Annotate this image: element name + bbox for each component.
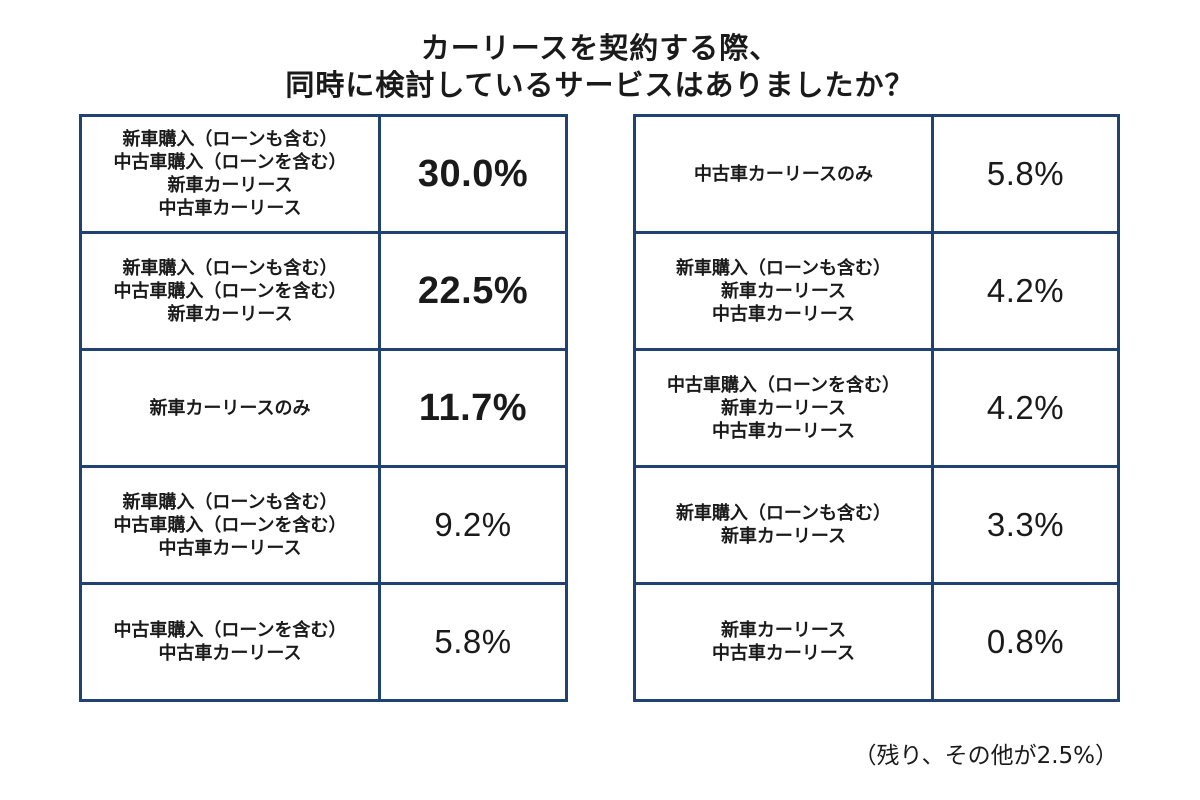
title-line-1: カーリースを契約する際、 <box>420 31 780 65</box>
table-row: 新車購入（ローンも含む） 中古車購入（ローンを含む） 新車カーリース 22.5% <box>79 231 568 351</box>
service-item: 新車購入（ローンも含む） <box>675 503 892 524</box>
percentage-value: 22.5% <box>378 231 568 351</box>
percentage-value: 5.8% <box>378 582 568 702</box>
table-row: 新車購入（ローンも含む） 新車カーリース 3.3% <box>633 465 1120 585</box>
table-row: 中古車購入（ローンを含む） 新車カーリース 中古車カーリース 4.2% <box>633 348 1120 468</box>
combination-label: 中古車カーリースのみ <box>633 114 934 234</box>
combination-label: 中古車購入（ローンを含む） 新車カーリース 中古車カーリース <box>633 348 934 468</box>
service-item: 新車カーリース <box>720 526 847 547</box>
percentage-value: 4.2% <box>931 348 1120 468</box>
service-item: 新車購入（ローンも含む） <box>122 129 338 150</box>
table-row: 新車カーリースのみ 11.7% <box>79 348 568 468</box>
service-item: 中古車カーリース <box>158 198 302 219</box>
service-item: 中古車カーリース <box>711 303 856 325</box>
percentage-value: 3.3% <box>931 465 1120 585</box>
footnote-other: （残り、その他が2.5%） <box>853 743 1118 769</box>
table-row: 新車購入（ローンも含む） 中古車購入（ローンを含む） 中古車カーリース 9.2% <box>79 465 568 585</box>
percentage-value: 11.7% <box>378 348 568 468</box>
combination-label: 中古車購入（ローンを含む） 中古車カーリース <box>79 582 381 702</box>
service-item: 中古車購入（ローンを含む） <box>113 280 347 302</box>
table-row: 中古車カーリースのみ 5.8% <box>633 114 1120 234</box>
title-line-2: 同時に検討しているサービスはありましたか？ <box>285 68 915 102</box>
combination-label: 新車購入（ローンも含む） 新車カーリース 中古車カーリース <box>633 231 934 351</box>
service-item: 中古車カーリースのみ <box>693 163 874 185</box>
left-table-body: 新車購入（ローンも含む） 中古車購入（ローンを含む） 新車カーリース 中古車カーリース… <box>79 114 568 702</box>
percentage-value: 0.8% <box>931 582 1120 702</box>
service-item: 新車カーリースのみ <box>149 397 311 419</box>
combination-label: 新車カーリース 中古車カーリース <box>633 582 934 702</box>
combination-label: 新車購入（ローンも含む） 新車カーリース <box>633 465 934 585</box>
table-row: 新車カーリース 中古車カーリース 0.8% <box>633 582 1120 702</box>
service-item: 新車カーリース <box>720 280 847 302</box>
right-results-table: 中古車カーリースのみ 5.8% 新車購入（ローンも含む） 新車カーリース 中古車カーリー… <box>633 114 1120 702</box>
service-item: 中古車カーリース <box>711 420 856 442</box>
chart-title: カーリースを契約する際、 同時に検討しているサービスはありましたか？ <box>0 30 1200 104</box>
service-item: 新車カーリース <box>720 397 847 419</box>
service-item: 新車購入（ローンも含む） <box>122 491 338 513</box>
service-item: 新車カーリース <box>720 620 847 641</box>
service-item: 中古車カーリース <box>158 537 302 559</box>
service-item: 新車カーリース <box>167 303 293 325</box>
combination-label: 新車カーリースのみ <box>79 348 381 468</box>
table-row: 新車購入（ローンも含む） 新車カーリース 中古車カーリース 4.2% <box>633 231 1120 351</box>
combination-label: 新車購入（ローンも含む） 中古車購入（ローンを含む） 新車カーリース <box>79 231 381 351</box>
service-item: 中古車購入（ローンを含む） <box>113 514 347 536</box>
combination-label: 新車購入（ローンも含む） 中古車購入（ローンを含む） 新車カーリース 中古車カーリース <box>79 114 381 234</box>
service-item: 中古車購入（ローンを含む） <box>113 152 347 173</box>
percentage-value: 5.8% <box>931 114 1120 234</box>
service-item: 中古車カーリース <box>158 643 302 664</box>
service-item: 中古車カーリース <box>711 643 856 664</box>
table-row: 新車購入（ローンも含む） 中古車購入（ローンを含む） 新車カーリース 中古車カーリース… <box>79 114 568 234</box>
service-item: 中古車購入（ローンを含む） <box>113 620 347 641</box>
right-table-body: 中古車カーリースのみ 5.8% 新車購入（ローンも含む） 新車カーリース 中古車カーリー… <box>633 114 1120 702</box>
percentage-value: 30.0% <box>378 114 568 234</box>
left-results-table: 新車購入（ローンも含む） 中古車購入（ローンを含む） 新車カーリース 中古車カーリース… <box>79 114 568 702</box>
service-item: 新車購入（ローンも含む） <box>675 257 892 279</box>
service-item: 中古車購入（ローンを含む） <box>666 374 901 396</box>
service-item: 新車購入（ローンも含む） <box>122 257 338 279</box>
service-item: 新車カーリース <box>167 175 293 196</box>
percentage-value: 9.2% <box>378 465 568 585</box>
percentage-value: 4.2% <box>931 231 1120 351</box>
combination-label: 新車購入（ローンも含む） 中古車購入（ローンを含む） 中古車カーリース <box>79 465 381 585</box>
table-row: 中古車購入（ローンを含む） 中古車カーリース 5.8% <box>79 582 568 702</box>
